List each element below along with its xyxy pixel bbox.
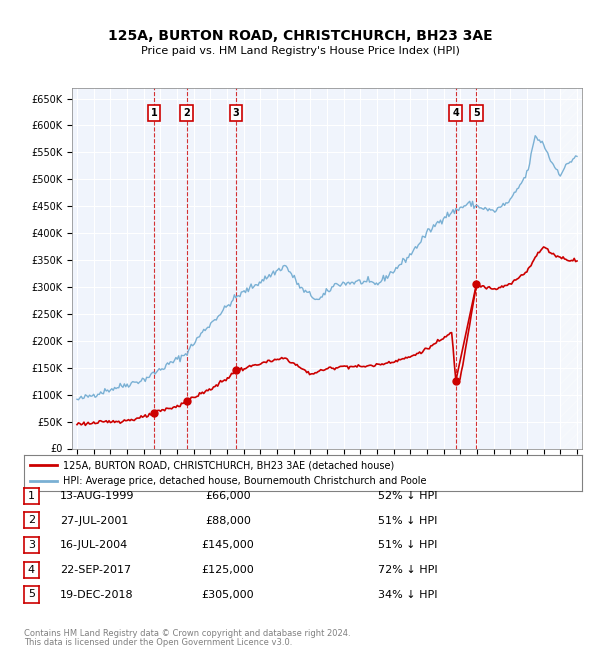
Text: 22-SEP-2017: 22-SEP-2017 bbox=[60, 565, 131, 575]
Bar bbox=[560, 88, 582, 448]
Text: 125A, BURTON ROAD, CHRISTCHURCH, BH23 3AE (detached house): 125A, BURTON ROAD, CHRISTCHURCH, BH23 3A… bbox=[63, 460, 394, 470]
Text: £125,000: £125,000 bbox=[202, 565, 254, 575]
Text: 3: 3 bbox=[28, 540, 35, 550]
Text: Contains HM Land Registry data © Crown copyright and database right 2024.: Contains HM Land Registry data © Crown c… bbox=[24, 629, 350, 638]
Text: 27-JUL-2001: 27-JUL-2001 bbox=[60, 515, 128, 526]
Text: 4: 4 bbox=[452, 108, 459, 118]
Text: 51% ↓ HPI: 51% ↓ HPI bbox=[378, 515, 437, 526]
Text: HPI: Average price, detached house, Bournemouth Christchurch and Poole: HPI: Average price, detached house, Bour… bbox=[63, 476, 427, 486]
Text: 34% ↓ HPI: 34% ↓ HPI bbox=[378, 590, 437, 600]
Text: 52% ↓ HPI: 52% ↓ HPI bbox=[378, 491, 437, 501]
Text: 1: 1 bbox=[28, 491, 35, 500]
Text: 2: 2 bbox=[28, 515, 35, 525]
Text: £145,000: £145,000 bbox=[202, 540, 254, 551]
Text: This data is licensed under the Open Government Licence v3.0.: This data is licensed under the Open Gov… bbox=[24, 638, 292, 647]
Text: 19-DEC-2018: 19-DEC-2018 bbox=[60, 590, 134, 600]
Text: £66,000: £66,000 bbox=[205, 491, 251, 501]
Text: £305,000: £305,000 bbox=[202, 590, 254, 600]
Text: 51% ↓ HPI: 51% ↓ HPI bbox=[378, 540, 437, 551]
Text: 5: 5 bbox=[28, 590, 35, 599]
Text: 1: 1 bbox=[151, 108, 157, 118]
Text: Price paid vs. HM Land Registry's House Price Index (HPI): Price paid vs. HM Land Registry's House … bbox=[140, 46, 460, 55]
Text: 2: 2 bbox=[183, 108, 190, 118]
Text: £88,000: £88,000 bbox=[205, 515, 251, 526]
Text: 3: 3 bbox=[233, 108, 239, 118]
Text: 13-AUG-1999: 13-AUG-1999 bbox=[60, 491, 134, 501]
Text: 125A, BURTON ROAD, CHRISTCHURCH, BH23 3AE: 125A, BURTON ROAD, CHRISTCHURCH, BH23 3A… bbox=[107, 29, 493, 44]
Text: 4: 4 bbox=[28, 565, 35, 575]
Text: 72% ↓ HPI: 72% ↓ HPI bbox=[378, 565, 437, 575]
Text: 5: 5 bbox=[473, 108, 480, 118]
Text: 16-JUL-2004: 16-JUL-2004 bbox=[60, 540, 128, 551]
